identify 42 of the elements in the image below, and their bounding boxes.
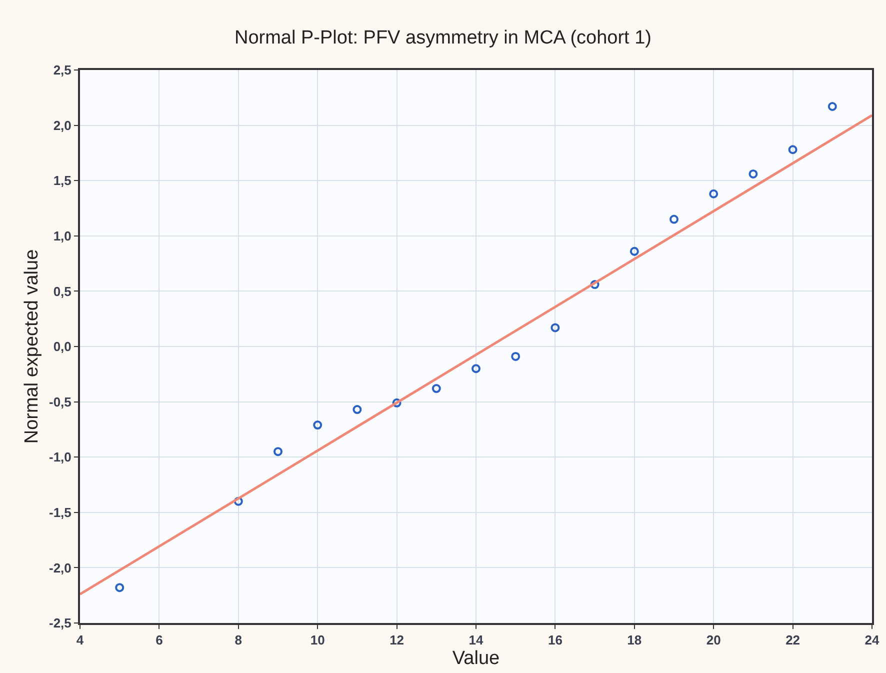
x-tick-label: 20 xyxy=(706,632,721,648)
x-tick-label: 12 xyxy=(390,632,404,648)
y-tick-label: 0,5 xyxy=(53,284,72,299)
y-tick-label: -2,5 xyxy=(48,616,72,631)
x-tick-label: 16 xyxy=(548,632,562,648)
point xyxy=(313,420,322,430)
y-tick-label: -2,0 xyxy=(48,560,72,576)
y-tick-label: 2,5 xyxy=(53,62,72,78)
y-tick-label: 2,0 xyxy=(53,118,72,133)
point xyxy=(748,169,758,178)
point xyxy=(234,496,243,506)
point xyxy=(115,583,124,592)
point xyxy=(590,280,600,290)
y-tick-label: -1,0 xyxy=(48,450,72,465)
point xyxy=(709,189,718,198)
point xyxy=(274,447,282,456)
x-tick-label: 14 xyxy=(468,632,484,648)
x-tick-label: 24 xyxy=(864,632,880,648)
point xyxy=(472,364,480,374)
point xyxy=(392,398,402,408)
y-tick-label: 0,0 xyxy=(53,339,72,354)
chart-title: Normal P-Plot: PFV asymmetry in MCA (cohort 1) xyxy=(234,28,652,49)
y-tick-label: -1,5 xyxy=(48,504,72,520)
y-axis-title: Normal expected value xyxy=(21,249,42,444)
x-axis-title: Value xyxy=(452,648,500,669)
point xyxy=(788,145,798,154)
x-tick-label: 22 xyxy=(786,632,800,648)
x-tick-label: 4 xyxy=(76,632,84,648)
point xyxy=(352,405,362,414)
x-tick-label: 8 xyxy=(234,632,242,648)
point xyxy=(511,352,520,361)
point xyxy=(432,384,441,394)
x-tick-label: 18 xyxy=(627,632,642,648)
y-tick-label: 1,5 xyxy=(53,173,72,188)
point xyxy=(670,214,678,224)
point xyxy=(630,246,639,256)
y-tick-label: -0,5 xyxy=(48,394,72,410)
x-tick-label: 10 xyxy=(310,632,325,648)
point xyxy=(828,102,837,111)
x-tick-label: 6 xyxy=(156,632,163,648)
point xyxy=(550,323,560,332)
y-tick-label: 1,0 xyxy=(53,228,72,244)
